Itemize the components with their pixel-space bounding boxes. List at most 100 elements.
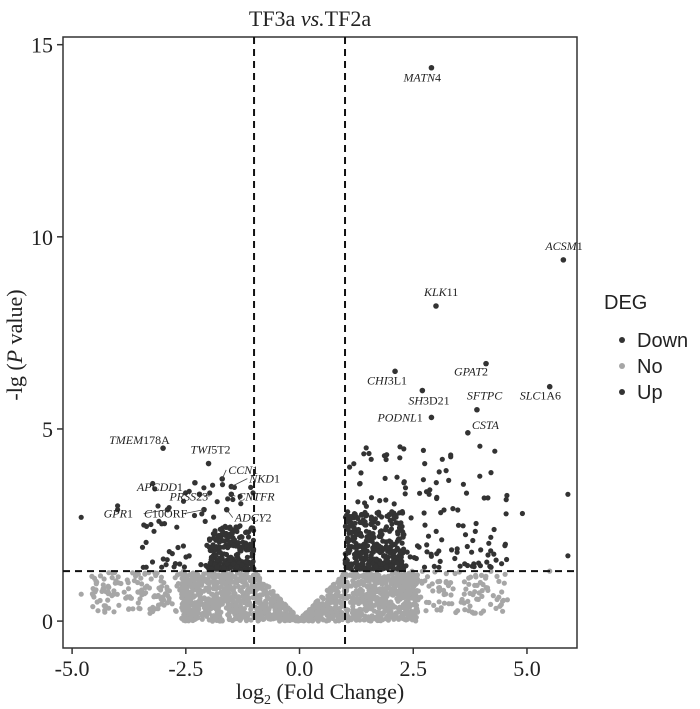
gene-point xyxy=(502,571,508,577)
gene-point xyxy=(383,564,389,570)
gene-point xyxy=(116,602,122,608)
gene-point xyxy=(243,618,250,624)
gene-point xyxy=(185,616,191,622)
gene-point xyxy=(419,568,425,574)
gene-point xyxy=(328,594,335,600)
gene-point xyxy=(469,549,475,555)
gene-point xyxy=(78,591,84,597)
gene-point xyxy=(181,612,187,618)
gene-point xyxy=(135,600,141,606)
gene-point xyxy=(244,554,250,560)
gene-point xyxy=(237,523,243,529)
gene-point xyxy=(388,580,394,587)
gene-point xyxy=(90,604,96,610)
gene-point xyxy=(136,589,143,595)
gene-point xyxy=(387,549,393,556)
gene-point xyxy=(209,544,215,550)
labeled-gene-point xyxy=(428,414,435,421)
y-tick-label: 15 xyxy=(31,33,53,58)
gene-point xyxy=(398,560,404,566)
gene-point xyxy=(366,563,372,569)
gene-point xyxy=(219,601,225,607)
gene-point xyxy=(216,574,222,580)
gene-point xyxy=(484,559,490,565)
y-tick-label: 5 xyxy=(42,417,53,442)
gene-point xyxy=(397,550,403,556)
gene-point xyxy=(431,563,437,570)
gene-point xyxy=(500,608,506,614)
gene-point xyxy=(346,547,352,553)
gene-point xyxy=(397,455,403,461)
gene-label: PRSS23 xyxy=(168,489,208,503)
gene-point xyxy=(111,588,117,594)
gene-point xyxy=(398,578,405,585)
gene-point xyxy=(245,534,252,540)
gene-point xyxy=(350,614,356,620)
gene-point xyxy=(398,527,404,534)
gene-point xyxy=(443,571,449,577)
legend-label-no: No xyxy=(637,356,663,378)
gene-point xyxy=(434,607,440,613)
gene-point xyxy=(197,591,204,597)
gene-point xyxy=(124,594,130,600)
gene-point xyxy=(333,602,339,608)
gene-point xyxy=(359,598,365,604)
gene-point xyxy=(109,575,115,581)
gene-point xyxy=(351,579,357,586)
gene-point xyxy=(373,563,379,570)
gene-point xyxy=(386,576,392,582)
gene-point xyxy=(441,507,447,513)
gene-point xyxy=(148,521,154,528)
gene-point xyxy=(393,512,399,518)
gene-point xyxy=(472,589,478,595)
gene-label: TMEM178A xyxy=(109,433,170,447)
legend-label-down: Down xyxy=(637,330,688,352)
gene-point xyxy=(452,570,458,577)
gene-point xyxy=(347,464,353,470)
labeled-gene-point xyxy=(428,64,435,71)
gene-point xyxy=(238,612,244,618)
gene-point xyxy=(275,614,281,620)
gene-point xyxy=(355,573,361,579)
legend-marker-no xyxy=(619,363,625,369)
y-axis-title: -lg (P value) xyxy=(2,289,27,400)
gene-point xyxy=(383,553,389,559)
gene-point xyxy=(106,590,112,597)
gene-point xyxy=(388,526,394,532)
gene-point xyxy=(472,582,478,589)
gene-label: CSTA xyxy=(472,418,500,432)
gene-point xyxy=(185,604,191,610)
x-tick-label: 2.5 xyxy=(399,656,427,681)
x-tick-label: -2.5 xyxy=(168,656,203,681)
gene-point xyxy=(466,581,472,587)
gene-point xyxy=(504,556,510,563)
gene-point xyxy=(238,571,244,578)
gene-point xyxy=(231,537,238,543)
gene-point xyxy=(397,444,403,450)
gene-point xyxy=(441,600,447,606)
gene-point xyxy=(183,596,189,602)
gene-point xyxy=(358,470,364,476)
gene-point xyxy=(497,603,503,609)
chart-title: TF3a vs.TF2a xyxy=(249,6,371,31)
gene-point xyxy=(377,586,383,592)
gene-point xyxy=(339,594,345,600)
gene-point xyxy=(203,562,209,569)
gene-point xyxy=(130,570,136,576)
gene-point xyxy=(450,506,456,512)
gene-point xyxy=(97,597,103,604)
gene-point xyxy=(174,524,180,530)
gene-point xyxy=(339,603,345,609)
gene-point xyxy=(371,556,378,562)
x-tick-label: 0.0 xyxy=(286,656,314,681)
gene-point xyxy=(244,582,250,588)
gene-point xyxy=(199,511,205,517)
gene-point xyxy=(439,456,445,462)
gene-point xyxy=(503,497,509,503)
gene-point xyxy=(197,597,204,603)
gene-point xyxy=(216,585,223,591)
gene-leader-line xyxy=(221,469,227,480)
gene-label: PODNL1 xyxy=(376,410,422,424)
gene-point xyxy=(115,574,121,580)
gene-leader-line xyxy=(226,509,234,518)
